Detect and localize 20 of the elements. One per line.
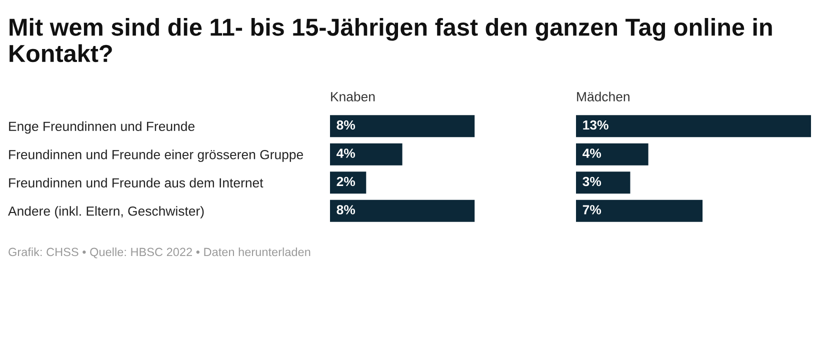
y-tick-label: Freundinnen und Freunde einer grösseren Gruppe [9, 150, 304, 162]
chart-subtitle: Mädchen [577, 92, 630, 102]
y-tick-label: Andere (inkl. Eltern, Geschwister) [8, 206, 204, 218]
data-label: 7% [582, 205, 602, 214]
bar [576, 143, 648, 166]
chart-title: Mit wem sind die 11- bis 15-Jährigen fast den ganzen Tag online in Kontakt? [10, 18, 772, 62]
data-label: 8% [336, 120, 356, 130]
y-tick-label: Freundinnen und Freunde aus dem Internet [9, 178, 264, 188]
bar [576, 115, 811, 138]
bar [576, 200, 703, 222]
data-label: 13% [583, 120, 608, 130]
data-label: 8% [336, 205, 356, 214]
data-label: 4% [336, 148, 356, 158]
y-tick-label: Enge Freundinnen und Freunde [9, 121, 194, 134]
chart-subtitle: Knaben [331, 92, 375, 102]
data-label: 3% [582, 176, 602, 186]
bar [576, 172, 630, 194]
text: Grafik: CHSS • Quelle: HBSC 2022 • Daten herunterladen [8, 247, 310, 258]
data-label: 2% [336, 176, 356, 186]
data-label: 4% [582, 148, 602, 158]
